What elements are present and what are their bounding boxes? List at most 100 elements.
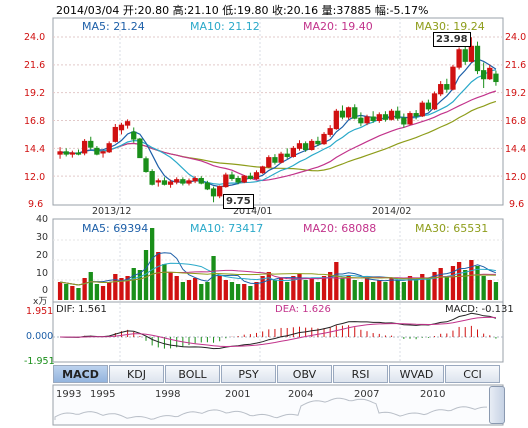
volume-bar bbox=[315, 282, 321, 300]
candle-body bbox=[296, 143, 303, 149]
candle-body bbox=[278, 153, 284, 163]
candle-body bbox=[290, 147, 296, 157]
volume-bar bbox=[346, 276, 351, 300]
high-price-marker: 23.98 bbox=[433, 32, 471, 47]
tab-psy[interactable]: PSY bbox=[221, 365, 276, 383]
candle-body bbox=[266, 157, 272, 168]
tab-obv[interactable]: OBV bbox=[277, 365, 332, 383]
date-xtick: 2014/01 bbox=[233, 206, 273, 217]
vol-ma10-label: MA10: 73417 bbox=[190, 222, 264, 235]
macd-ytick: -1.951 bbox=[24, 356, 55, 367]
timeline-year: 2001 bbox=[225, 389, 251, 400]
tab-boll[interactable]: BOLL bbox=[165, 365, 220, 383]
candle-body bbox=[247, 175, 254, 179]
candle-body bbox=[235, 177, 241, 183]
candle-body bbox=[388, 110, 395, 120]
candle-body bbox=[345, 107, 352, 118]
tab-macd[interactable]: MACD bbox=[53, 365, 108, 383]
candle-body bbox=[63, 151, 69, 155]
volume-bar bbox=[291, 276, 296, 300]
volume-bar bbox=[481, 276, 486, 300]
volume-bar bbox=[57, 282, 63, 300]
candle-body bbox=[186, 180, 192, 184]
volume-bar bbox=[432, 272, 437, 300]
candle-body bbox=[167, 181, 174, 185]
volume-bar bbox=[401, 282, 406, 300]
candle-body bbox=[444, 84, 450, 90]
candle-body bbox=[223, 174, 229, 188]
price-ytick-right: 9.6 bbox=[509, 199, 525, 210]
timeline-year: 1995 bbox=[90, 389, 116, 400]
price-ytick-left: 21.6 bbox=[24, 60, 46, 71]
candle-body bbox=[376, 114, 382, 121]
volume-bar bbox=[229, 282, 235, 300]
timeline-range-handle[interactable] bbox=[489, 386, 505, 424]
candle-body bbox=[481, 70, 487, 80]
candle-body bbox=[456, 49, 462, 68]
volume-bar bbox=[248, 286, 253, 300]
volume-bar bbox=[389, 278, 394, 300]
vol-ma30-label: MA30: 65531 bbox=[415, 222, 489, 235]
candle-body bbox=[493, 73, 499, 83]
candle-body bbox=[143, 158, 149, 173]
price-ytick-left: 9.6 bbox=[28, 199, 44, 210]
candle-body bbox=[210, 188, 217, 197]
candle-body bbox=[124, 121, 131, 126]
candle-body bbox=[137, 138, 143, 159]
candle-body bbox=[450, 66, 456, 90]
volume-bar bbox=[413, 280, 419, 300]
volume-bar bbox=[235, 284, 241, 300]
volume-bar bbox=[377, 280, 382, 300]
ma20-line bbox=[59, 90, 497, 182]
macd-value-label: MACD: -0.131 bbox=[445, 304, 514, 315]
candle-body bbox=[474, 45, 481, 72]
macd-ytick: 1.951 bbox=[26, 306, 54, 317]
tab-rsi[interactable]: RSI bbox=[333, 365, 388, 383]
tab-kdj[interactable]: KDJ bbox=[109, 365, 164, 383]
candle-body bbox=[229, 174, 235, 179]
volume-bar bbox=[297, 274, 302, 300]
volume-bar bbox=[475, 266, 480, 300]
volume-bar bbox=[217, 276, 222, 300]
price-panel-frame bbox=[52, 17, 504, 206]
volume-bar bbox=[260, 276, 265, 300]
volume-bar bbox=[340, 278, 345, 300]
volume-bar bbox=[487, 280, 492, 300]
volume-bar bbox=[364, 278, 370, 300]
date-xtick: 2014/02 bbox=[372, 206, 412, 217]
candle-body bbox=[217, 186, 223, 197]
volume-bar bbox=[76, 288, 81, 300]
volume-bar bbox=[426, 278, 431, 300]
timeline-history-line bbox=[54, 397, 487, 420]
price-ytick-left: 19.2 bbox=[24, 88, 46, 99]
candle-body bbox=[333, 110, 339, 130]
candle-body bbox=[352, 107, 358, 119]
candle-body bbox=[94, 147, 100, 155]
price-ma20-label: MA20: 19.40 bbox=[303, 20, 373, 33]
volume-bar bbox=[113, 274, 118, 300]
candle-body bbox=[241, 175, 247, 183]
candle-body bbox=[112, 126, 118, 142]
volume-bar bbox=[254, 282, 259, 300]
indicator-tabs: MACD KDJ BOLL PSY OBV RSI WVAD CCI bbox=[53, 365, 501, 385]
volume-bar bbox=[303, 280, 308, 300]
candle-body bbox=[192, 177, 198, 182]
candle-body bbox=[161, 180, 168, 185]
volume-bar bbox=[100, 286, 106, 300]
dea-line bbox=[60, 316, 496, 348]
volume-bar bbox=[438, 268, 443, 300]
candle-body bbox=[468, 45, 475, 62]
volume-bar bbox=[143, 250, 149, 300]
price-ytick-left: 24.0 bbox=[24, 32, 46, 43]
volume-bar bbox=[174, 276, 179, 300]
tab-cci[interactable]: CCI bbox=[445, 365, 500, 383]
candle-body bbox=[100, 151, 106, 154]
tab-wvad[interactable]: WVAD bbox=[389, 365, 444, 383]
candle-body bbox=[315, 140, 321, 145]
price-ytick-right: 24.0 bbox=[505, 32, 527, 43]
candle-body bbox=[462, 49, 468, 62]
price-ytick-left: 12.0 bbox=[24, 172, 46, 183]
volume-bar bbox=[192, 278, 198, 300]
timeline-year: 2010 bbox=[420, 389, 446, 400]
